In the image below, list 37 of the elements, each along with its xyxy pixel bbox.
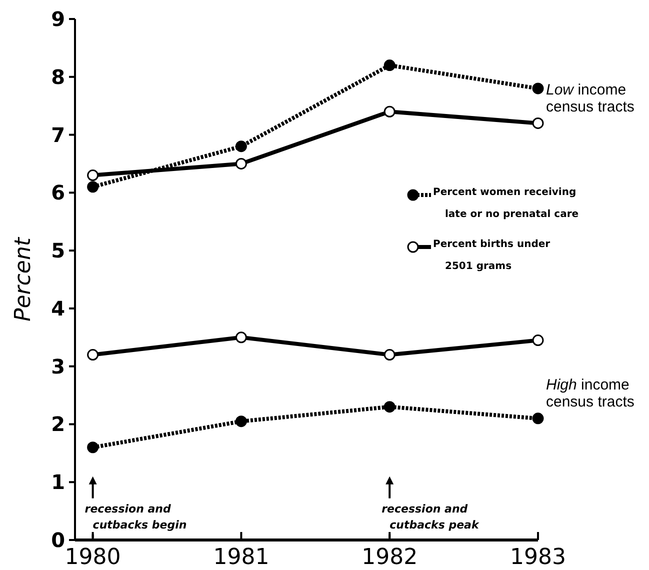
y-tick-label: 3 — [51, 354, 65, 378]
x-tick-label: 1981 — [213, 545, 270, 570]
text: Low income census tracts — [546, 81, 634, 116]
y-tick-label: 0 — [51, 528, 65, 552]
point — [87, 349, 99, 361]
point — [87, 181, 99, 193]
point — [384, 349, 396, 361]
text: High income census tracts — [546, 376, 634, 411]
point — [532, 82, 544, 94]
point — [384, 401, 396, 413]
x-tick-label: 1983 — [510, 545, 566, 570]
point — [532, 334, 544, 346]
point — [532, 412, 544, 424]
legend-label: Percent women receiving late or no prenatal care — [433, 187, 579, 220]
point — [87, 442, 99, 454]
point — [235, 158, 247, 170]
annotation: recession and cutbacks begin — [84, 502, 187, 532]
x-tick-label: 1982 — [362, 545, 418, 570]
y-tick-label: 5 — [51, 238, 65, 263]
y-tick-label: 4 — [51, 296, 65, 320]
y-tick-label: 1 — [51, 470, 65, 494]
y-tick-label: 6 — [51, 180, 65, 205]
point — [235, 416, 247, 428]
y-tick-label: 9 — [51, 7, 65, 31]
y-tick-label: 8 — [51, 64, 65, 89]
point — [235, 140, 247, 152]
legend-label: Percent births under 2501 grams — [433, 239, 550, 272]
point — [384, 106, 396, 118]
annotation: recession and cutbacks peak — [382, 502, 480, 532]
point — [87, 170, 99, 182]
point — [532, 117, 544, 129]
point — [235, 332, 247, 344]
y-tick-label: 7 — [51, 122, 65, 147]
y-tick-label: 2 — [51, 412, 65, 436]
y-axis-title: Percent — [11, 236, 36, 322]
x-tick-label: 1980 — [64, 545, 121, 570]
point — [384, 60, 396, 72]
